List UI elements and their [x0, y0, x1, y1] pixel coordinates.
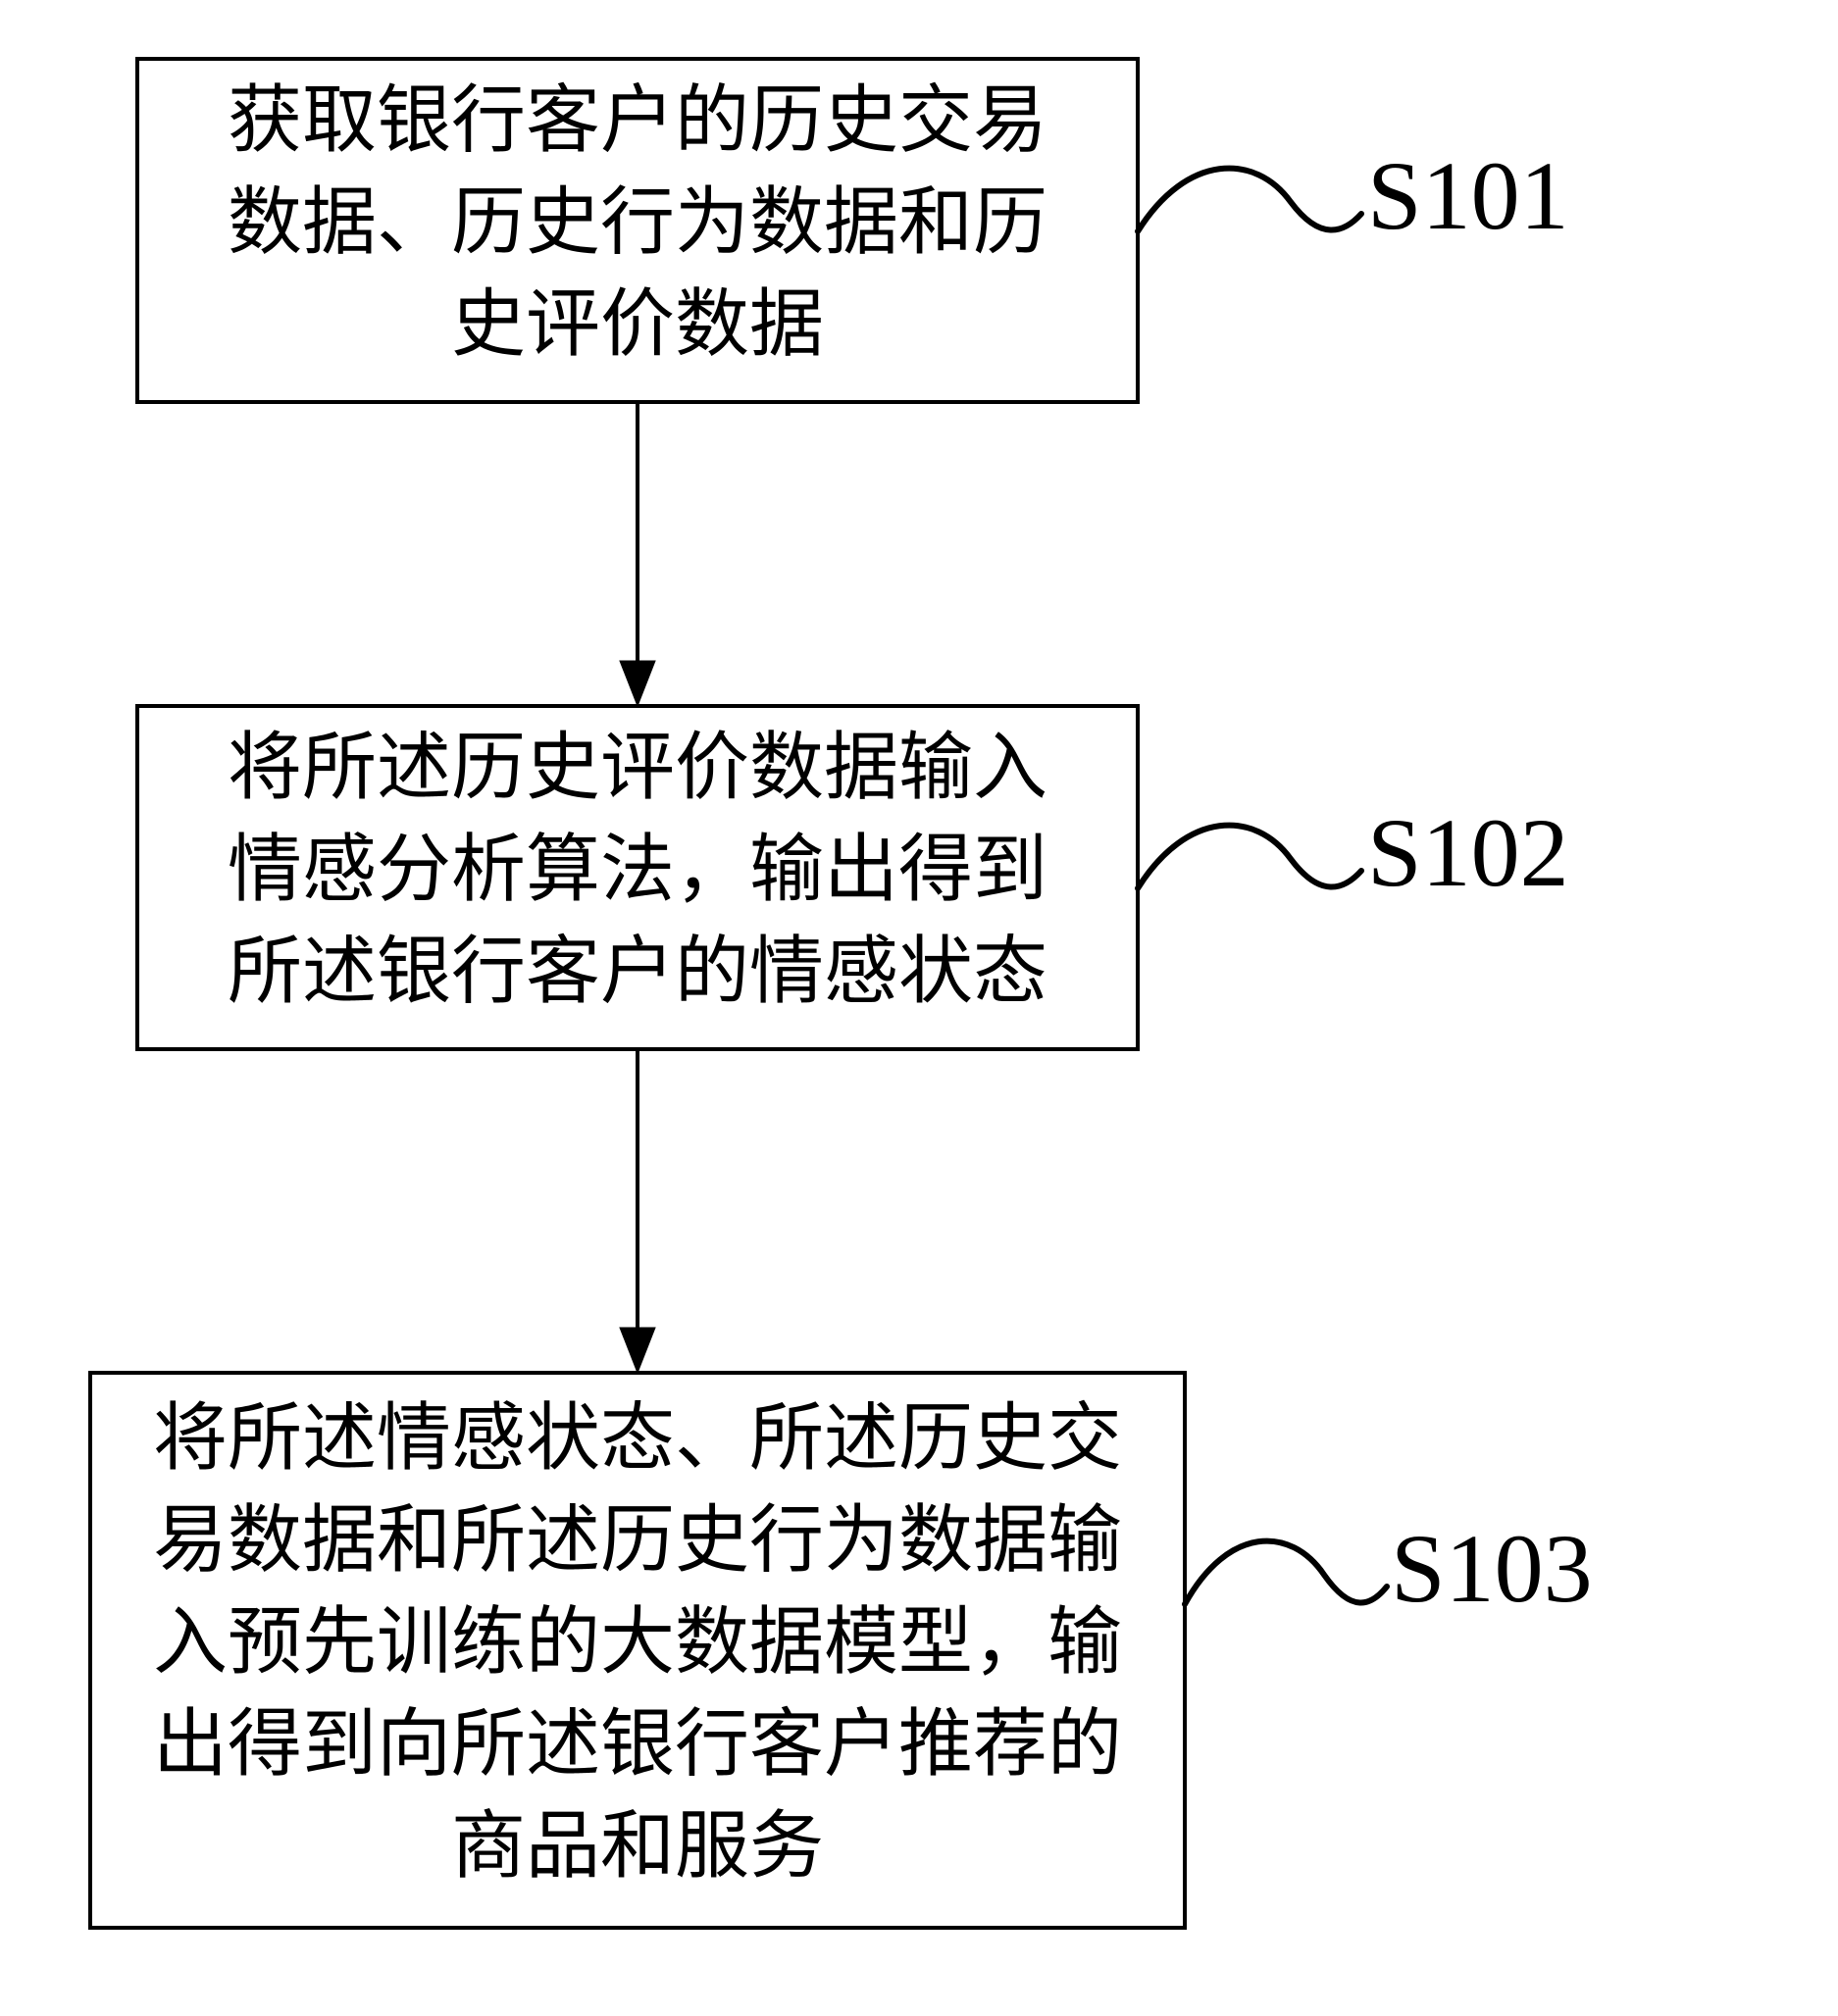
connector-2-arrowhead [620, 1328, 655, 1373]
step-3-line-1: 将所述情感状态、所述历史交 [153, 1397, 1122, 1480]
step-2-line-2: 情感分析算法，输出得到 [228, 829, 1047, 911]
connector-1-arrowhead [620, 661, 655, 706]
step-3-line-5: 商品和服务 [451, 1805, 824, 1888]
step-label-s103: S103 [1391, 1514, 1593, 1623]
step-label-s101: S101 [1367, 141, 1569, 250]
step-1-line-1: 获取银行客户的历史交易 [228, 79, 1047, 162]
step-3-line-3: 入预先训练的大数据模型，输 [153, 1601, 1122, 1684]
step-3-line-4: 出得到向所述银行客户推荐的 [153, 1703, 1122, 1786]
step-2-tilde [1138, 826, 1361, 888]
step-label-s102: S102 [1367, 798, 1569, 907]
step-1-line-2: 数据、历史行为数据和历 [228, 181, 1047, 264]
step-1-line-3: 史评价数据 [451, 283, 824, 366]
step-2-line-3: 所述银行客户的情感状态 [228, 931, 1047, 1013]
step-3-line-2: 易数据和所述历史行为数据输 [153, 1499, 1122, 1582]
step-1-tilde [1138, 169, 1361, 231]
step-3-tilde [1185, 1541, 1387, 1604]
step-2-line-1: 将所述历史评价数据输入 [228, 727, 1047, 809]
